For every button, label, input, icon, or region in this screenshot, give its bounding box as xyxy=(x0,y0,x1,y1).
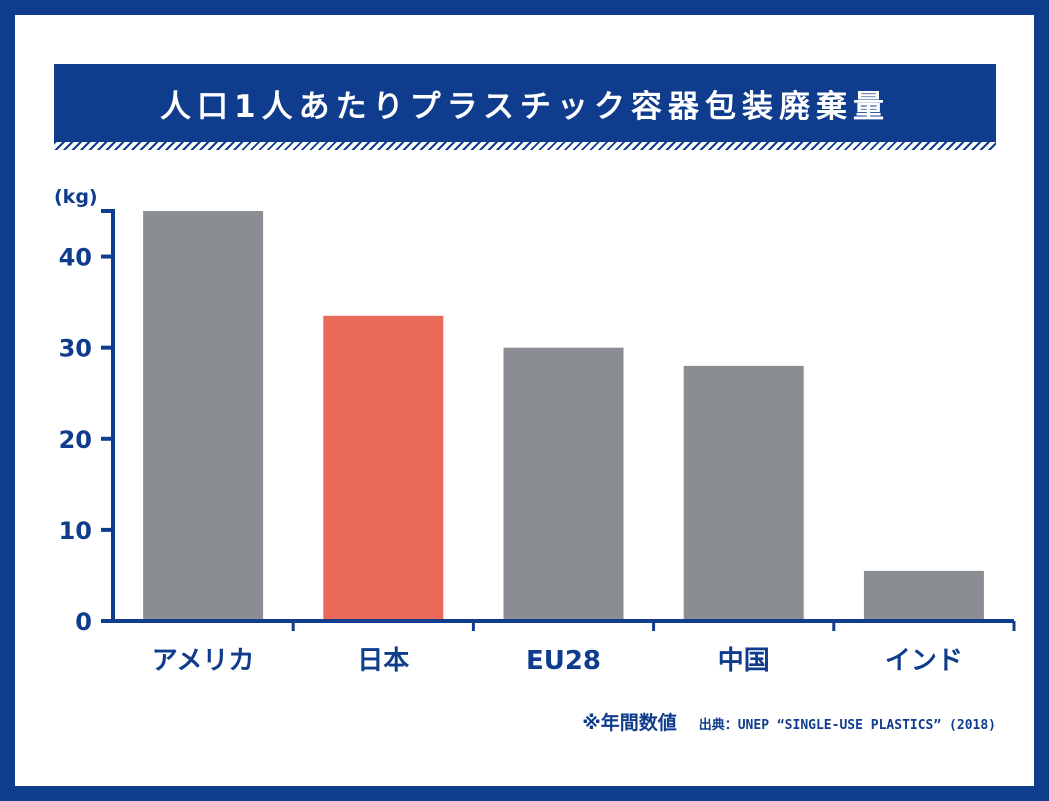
x-tick-label: EU28 xyxy=(526,646,601,676)
bar-1 xyxy=(143,211,264,621)
chart-title: 人口1人あたりプラスチック容器包装廃棄量 xyxy=(160,88,890,125)
x-tick-label: 中国 xyxy=(718,646,770,676)
x-tick-label: アメリカ xyxy=(152,646,255,676)
y-tick-label: 30 xyxy=(59,335,92,363)
annual-value-note: ※年間数値 xyxy=(582,712,677,734)
bar-5 xyxy=(863,570,984,621)
y-tick-label: 0 xyxy=(75,608,92,636)
chart-footnote: ※年間数値 出典：UNEP “SINGLE-USE PLASTICS” (201… xyxy=(440,708,996,735)
y-axis-unit-label: (kg) xyxy=(54,186,98,208)
title-hatch-divider xyxy=(54,142,996,150)
source-citation: 出典：UNEP “SINGLE-USE PLASTICS” (2018) xyxy=(698,718,996,733)
chart-title-banner: 人口1人あたりプラスチック容器包装廃棄量 xyxy=(54,64,996,142)
y-tick-label: 40 xyxy=(59,244,92,272)
x-tick-label: インド xyxy=(885,646,963,676)
bar-3 xyxy=(503,347,624,621)
y-tick-label: 20 xyxy=(59,426,92,454)
x-tick-label: 日本 xyxy=(357,646,409,676)
bar-2 xyxy=(323,315,444,621)
bar-4 xyxy=(683,365,804,621)
y-tick-label: 10 xyxy=(59,517,92,545)
